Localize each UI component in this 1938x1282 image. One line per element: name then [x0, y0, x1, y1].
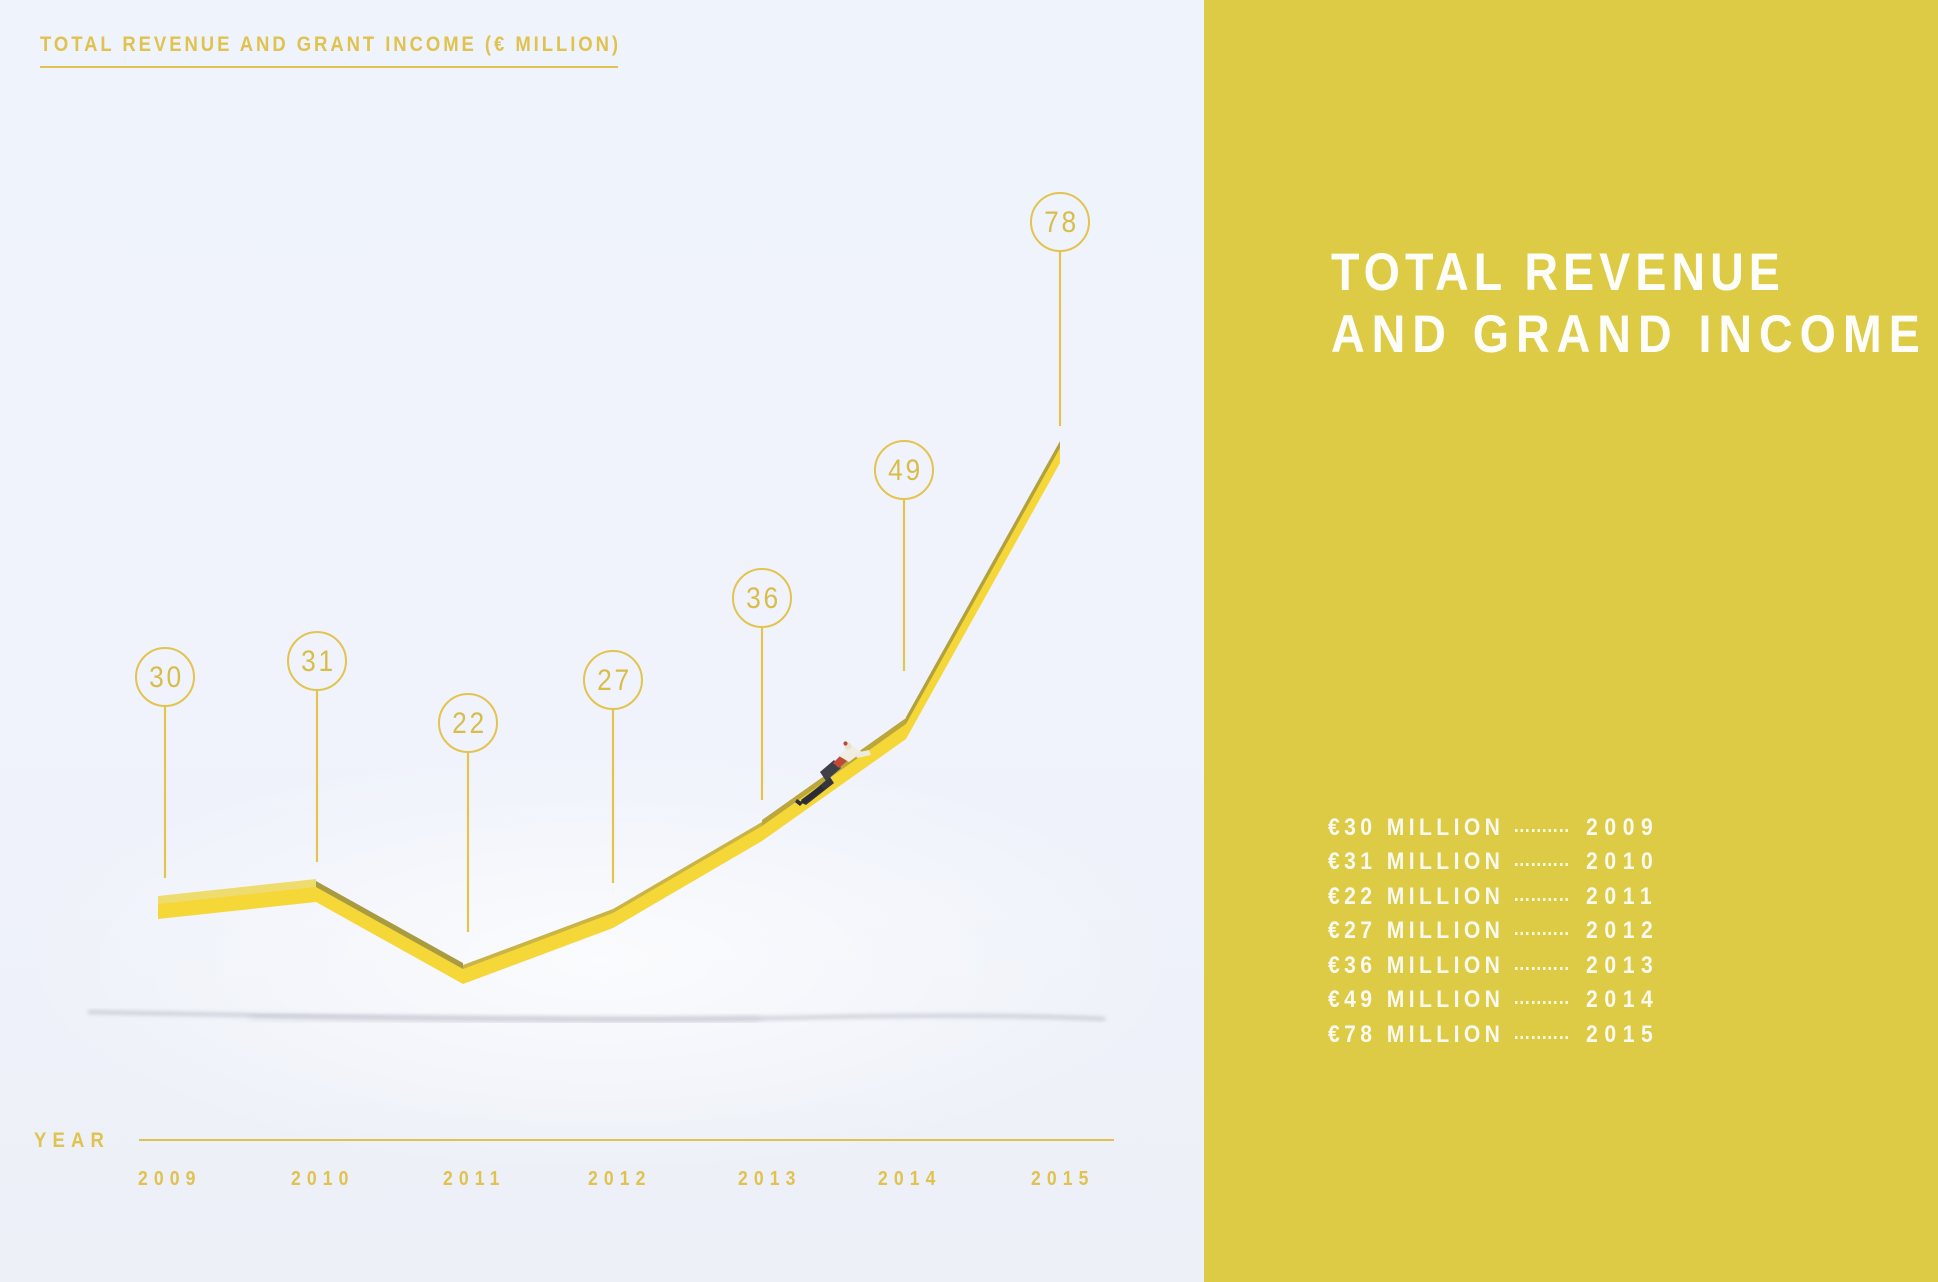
svg-text:30: 30: [149, 659, 184, 693]
svg-text:78: 78: [1044, 204, 1079, 238]
svg-text:22: 22: [452, 705, 487, 739]
svg-text:36: 36: [746, 580, 781, 614]
svg-text:31: 31: [301, 643, 336, 677]
svg-text:49: 49: [888, 452, 923, 486]
svg-text:27: 27: [597, 662, 632, 696]
